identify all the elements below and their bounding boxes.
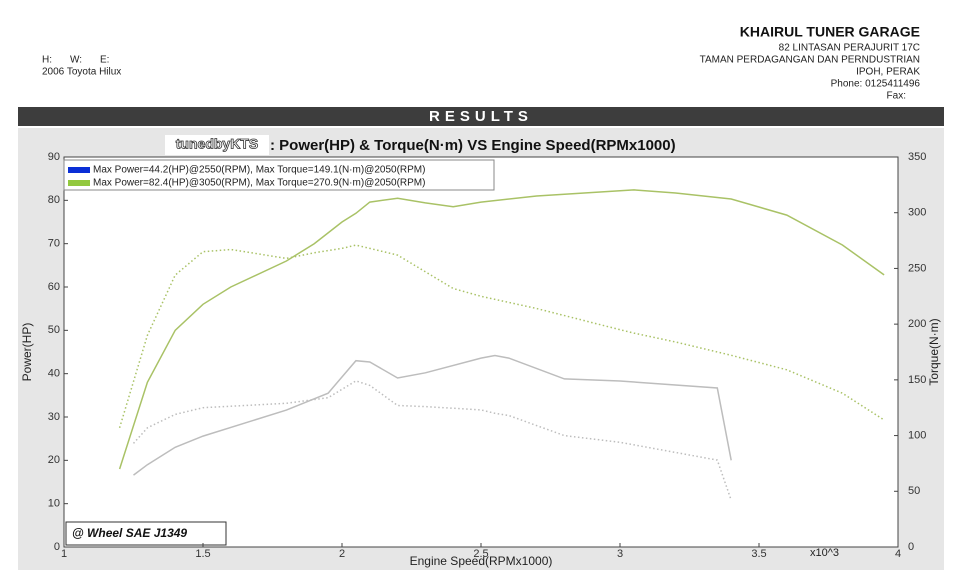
company-name: KHAIRUL TUNER GARAGE <box>740 24 920 40</box>
results-bar <box>18 107 944 126</box>
y2-tick-label: 350 <box>908 151 926 163</box>
y-tick-label: 0 <box>54 541 60 553</box>
y-axis-label: Power(HP) <box>20 323 34 382</box>
plot-area <box>63 156 899 548</box>
contact-label: E: <box>100 55 109 66</box>
torque-line <box>118 244 885 429</box>
contact-label: H: <box>42 55 52 66</box>
annotation-box <box>65 521 227 546</box>
y2-tick-label: 250 <box>908 262 926 274</box>
annotation: @ Wheel SAE J1349 <box>72 526 187 540</box>
address-line: Fax: <box>887 91 906 102</box>
vehicle: 2006 Toyota Hilux <box>42 67 121 78</box>
y2-tick-label: 200 <box>908 318 926 330</box>
x-axis-label: Engine Speed(RPMx1000) <box>410 554 553 568</box>
legend-box <box>63 159 495 191</box>
y-tick-label: 70 <box>48 238 60 250</box>
power-line <box>118 189 885 470</box>
y-tick-label: 20 <box>48 454 60 466</box>
y-tick-label: 80 <box>48 194 60 206</box>
x-tick-label: 1.5 <box>195 548 210 560</box>
address-line: TAMAN PERDAGANGAN DAN PERNDUSTRIAN <box>700 55 920 66</box>
results-label: RESULTS <box>429 108 533 125</box>
address-line: IPOH, PERAK <box>856 67 920 78</box>
y2-tick-label: 150 <box>908 374 926 386</box>
y-tick-label: 50 <box>48 324 60 336</box>
legend-entry: Max Power=82.4(HP)@3050(RPM), Max Torque… <box>93 178 425 189</box>
legend-swatch <box>68 167 90 173</box>
x-multiplier: x10^3 <box>810 547 839 559</box>
contact-label: W: <box>70 55 82 66</box>
y-tick-label: 10 <box>48 498 60 510</box>
y2-tick-label: 300 <box>908 207 926 219</box>
y-tick-label: 90 <box>48 151 60 163</box>
x-tick-label: 1 <box>61 548 67 560</box>
x-tick-label: 3.5 <box>751 548 766 560</box>
x-tick-label: 4 <box>895 548 901 560</box>
logo-box <box>165 135 269 155</box>
y2-axis-label: Torque(N·m) <box>927 318 941 385</box>
power-line <box>133 354 732 476</box>
legend-swatch <box>68 180 90 186</box>
x-tick-label: 2 <box>339 548 345 560</box>
y-tick-label: 40 <box>48 368 60 380</box>
torque-line <box>132 380 732 501</box>
chart-title: : Power(HP) & Torque(N·m) VS Engine Spee… <box>270 137 676 154</box>
address-line: Phone: 0125411496 <box>831 79 921 90</box>
legend-entry: Max Power=44.2(HP)@2550(RPM), Max Torque… <box>93 165 425 176</box>
address-line: 82 LINTASAN PERAJURIT 17C <box>779 43 920 54</box>
logo: tunedbyKTS <box>176 136 258 152</box>
x-tick-label: 3 <box>617 548 623 560</box>
x-tick-label: 2.5 <box>473 548 488 560</box>
y-tick-label: 60 <box>48 281 60 293</box>
y2-tick-label: 0 <box>908 541 914 553</box>
y2-tick-label: 100 <box>908 429 926 441</box>
y-tick-label: 30 <box>48 411 60 423</box>
y2-tick-label: 50 <box>908 485 920 497</box>
